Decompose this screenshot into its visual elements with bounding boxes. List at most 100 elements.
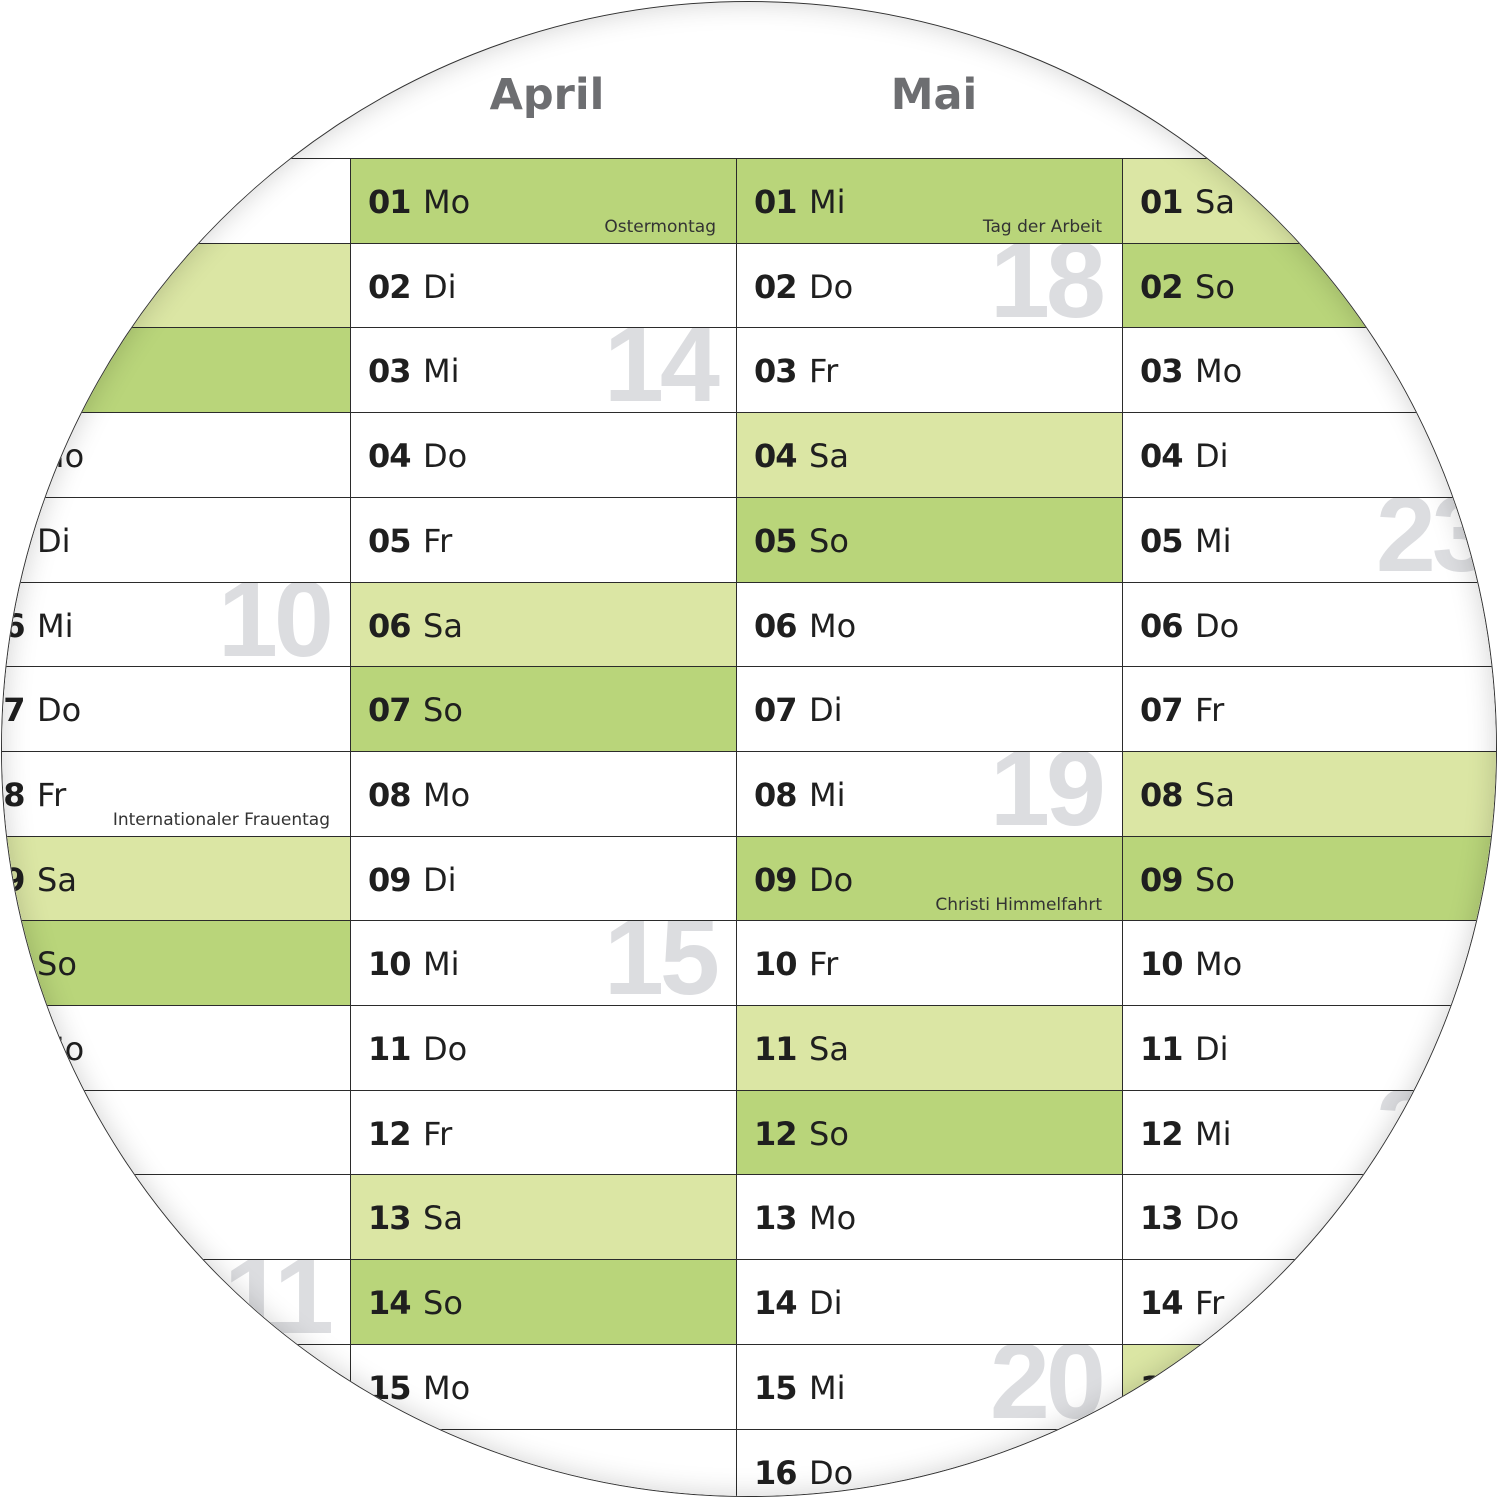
- weekday-label: Sa: [809, 437, 849, 476]
- day-cell[interactable]: 09 Sa: [2, 835, 350, 921]
- weekday-label: Do: [1195, 1199, 1240, 1238]
- weekday-label: So: [1195, 267, 1235, 306]
- day-cell[interactable]: 11 Do: [350, 1005, 736, 1090]
- day-cell[interactable]: 01 Mo Ostermontag: [350, 158, 736, 243]
- day-cell[interactable]: 05 Di: [2, 496, 350, 582]
- day-cell[interactable]: 10 Mo: [1122, 920, 1496, 1006]
- day-number: 11: [368, 1030, 412, 1068]
- day-cell[interactable]: 23 05 Mi: [1122, 496, 1496, 582]
- day-number: 11: [754, 1030, 798, 1068]
- day-cell[interactable]: 02 So: [1122, 242, 1496, 328]
- day-cell[interactable]: 14 03 Mi: [350, 327, 736, 413]
- day-cell[interactable]: 04 Mo: [2, 412, 350, 498]
- day-cell[interactable]: 01 Sa: [1122, 158, 1496, 243]
- day-cell[interactable]: 03 Mo: [1122, 327, 1496, 413]
- weekday-label: Do: [423, 437, 468, 476]
- weekday-label: Mo: [423, 775, 471, 814]
- day-cell[interactable]: 10 06 Mi: [2, 581, 350, 667]
- day-cell[interactable]: 06 Do: [1122, 581, 1496, 667]
- day-cell[interactable]: 18 02 Do: [736, 242, 1122, 328]
- weekday-label: So: [809, 521, 849, 560]
- day-cell[interactable]: [350, 1428, 736, 1496]
- day-cell[interactable]: 20 15 Mi: [736, 1343, 1122, 1429]
- day-number: 10: [1140, 945, 1184, 984]
- day-cell[interactable]: 02 Di: [350, 242, 736, 328]
- day-cell[interactable]: 04 Do: [350, 412, 736, 498]
- day-cell[interactable]: 09 Do Christi Himmelfahrt: [736, 835, 1122, 921]
- day-cell[interactable]: 07 Do: [2, 666, 350, 752]
- day-cell[interactable]: 05 So: [736, 496, 1122, 582]
- day-cell[interactable]: 09 So: [1122, 835, 1496, 921]
- weekday-label: Sa: [1195, 183, 1235, 221]
- day-cell[interactable]: 16 Do: [736, 1428, 1122, 1496]
- day-cell[interactable]: [2, 158, 350, 243]
- day-cell[interactable]: 12 So: [736, 1089, 1122, 1175]
- weekday-label: Fr: [37, 775, 67, 814]
- day-cell[interactable]: 04 Sa: [736, 412, 1122, 498]
- day-cell[interactable]: 11 Di: [1122, 1005, 1496, 1090]
- weekday-label: Sa: [423, 606, 463, 645]
- weekday-label: Mo: [37, 1030, 85, 1068]
- day-cell[interactable]: 11 Mo: [2, 1005, 350, 1090]
- day-cell[interactable]: 06 Mo: [736, 581, 1122, 667]
- weekday-label: Sa: [1195, 775, 1235, 814]
- day-number: 06: [754, 606, 798, 645]
- day-number: 09: [368, 860, 412, 899]
- day-cell[interactable]: 15 10 Mi: [350, 920, 736, 1006]
- weekday-label: Di: [423, 267, 457, 306]
- weekday-label: Di: [1195, 1030, 1229, 1068]
- day-cell[interactable]: 19 08 Mi: [736, 750, 1122, 836]
- day-cell[interactable]: 07 Fr: [1122, 666, 1496, 752]
- week-number: 23: [1375, 496, 1492, 582]
- day-number: 15: [368, 1368, 412, 1407]
- day-number: 03: [368, 352, 412, 391]
- weekday-label: Mi: [809, 1368, 846, 1407]
- day-cell[interactable]: [2, 1343, 350, 1429]
- day-cell[interactable]: 24 12 Mi: [1122, 1089, 1496, 1175]
- weekday-label: Mi: [423, 352, 460, 391]
- day-cell[interactable]: 13 Mo: [736, 1174, 1122, 1260]
- day-cell[interactable]: 10 Fr: [736, 920, 1122, 1006]
- day-cell[interactable]: 08 Mo: [350, 750, 736, 836]
- day-number: 04: [1140, 437, 1184, 476]
- day-cell[interactable]: [2, 327, 350, 413]
- day-cell[interactable]: 12 Fr: [350, 1089, 736, 1175]
- day-cell[interactable]: 04 Di: [1122, 412, 1496, 498]
- day-cell[interactable]: 14 Fr: [1122, 1259, 1496, 1345]
- day-cell[interactable]: 13 Do: [1122, 1174, 1496, 1260]
- day-cell[interactable]: 15 Sa: [1122, 1343, 1496, 1429]
- day-cell[interactable]: 08 Sa: [1122, 750, 1496, 836]
- day-cell[interactable]: 07 Di: [736, 666, 1122, 752]
- day-cell[interactable]: 08 Fr Internationaler Frauentag: [2, 750, 350, 836]
- day-number: 05: [2, 521, 26, 560]
- weekday-label: Mi: [1195, 1114, 1232, 1153]
- day-number: 10: [2, 945, 26, 984]
- day-number: 02: [1140, 267, 1184, 306]
- day-number: 04: [754, 437, 798, 476]
- weekday-label: Mo: [423, 1368, 471, 1407]
- weekday-label: Fr: [423, 521, 453, 560]
- day-cell[interactable]: 01 Mi Tag der Arbeit: [736, 158, 1122, 243]
- day-cell[interactable]: 07 So: [350, 666, 736, 752]
- day-cell[interactable]: 03 Fr: [736, 327, 1122, 413]
- day-number: 03: [754, 352, 798, 391]
- day-cell[interactable]: [2, 242, 350, 328]
- day-cell[interactable]: 05 Fr: [350, 496, 736, 582]
- day-cell[interactable]: 06 Sa: [350, 581, 736, 667]
- day-cell[interactable]: 10 So: [2, 920, 350, 1006]
- day-cell[interactable]: 14 Di: [736, 1259, 1122, 1345]
- day-cell[interactable]: [2, 1089, 350, 1175]
- day-cell[interactable]: [2, 1174, 350, 1260]
- day-cell[interactable]: 15 Mo: [350, 1343, 736, 1429]
- weekday-label: So: [1195, 860, 1235, 899]
- weekday-label: Di: [809, 691, 843, 730]
- day-cell[interactable]: 13 Sa: [350, 1174, 736, 1260]
- day-cell[interactable]: 14 So: [350, 1259, 736, 1345]
- day-cell[interactable]: 11: [2, 1259, 350, 1345]
- day-cell[interactable]: 09 Di: [350, 835, 736, 921]
- weekday-label: So: [37, 945, 77, 984]
- day-cell[interactable]: 11 Sa: [736, 1005, 1122, 1090]
- weekday-label: Fr: [809, 352, 839, 391]
- weekday-label: Sa: [37, 860, 77, 899]
- weekday-label: So: [423, 691, 463, 730]
